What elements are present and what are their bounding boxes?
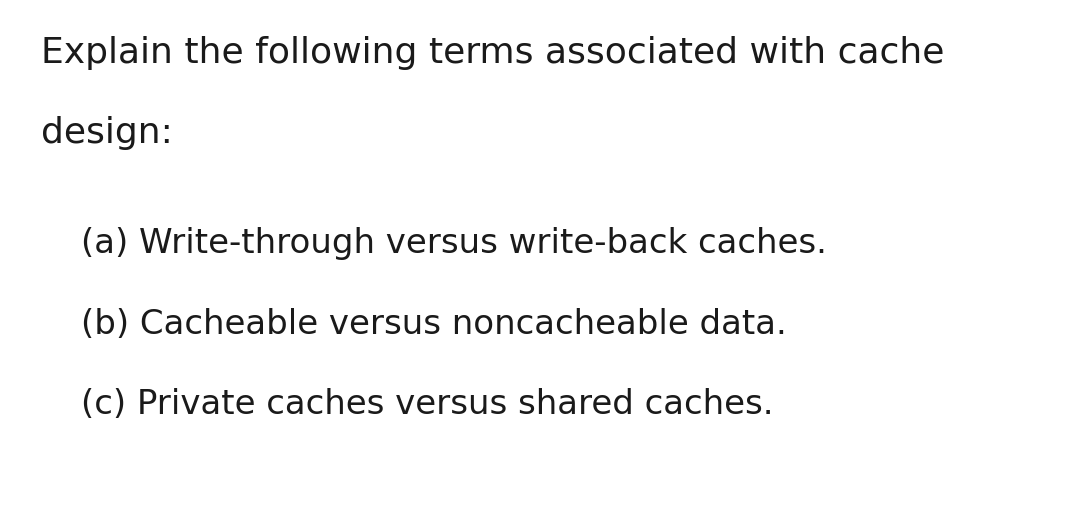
Text: (b) Cacheable versus noncacheable data.: (b) Cacheable versus noncacheable data. <box>81 308 786 341</box>
Text: design:: design: <box>41 116 173 150</box>
Text: (a) Write-through versus write-back caches.: (a) Write-through versus write-back cach… <box>81 227 827 261</box>
Text: (c) Private caches versus shared caches.: (c) Private caches versus shared caches. <box>81 388 773 421</box>
Text: Explain the following terms associated with cache: Explain the following terms associated w… <box>41 36 944 70</box>
